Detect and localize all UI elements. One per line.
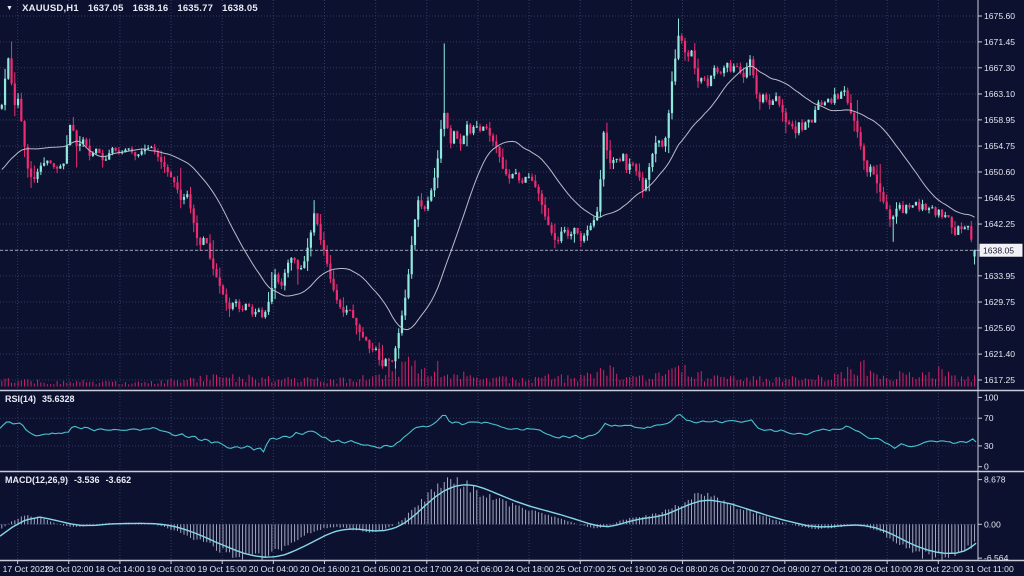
svg-text:21 Oct 05:00: 21 Oct 05:00	[351, 564, 400, 574]
svg-text:21 Oct 17:00: 21 Oct 17:00	[402, 564, 451, 574]
svg-text:24 Oct 18:00: 24 Oct 18:00	[504, 564, 553, 574]
symbol-period-label: XAUUSD,H1	[22, 3, 79, 14]
rsi-indicator-label: RSI(14) 35.6328	[5, 394, 75, 404]
svg-text:1621.40: 1621.40	[984, 349, 1015, 359]
svg-text:1646.45: 1646.45	[984, 193, 1015, 203]
svg-text:26 Oct 20:00: 26 Oct 20:00	[709, 564, 758, 574]
svg-text:1642.25: 1642.25	[984, 219, 1015, 229]
ohlc-close: 1638.05	[222, 3, 258, 14]
svg-text:8.678: 8.678	[984, 475, 1006, 485]
rsi-line	[0, 413, 977, 453]
macd-indicator-label: MACD(12,26,9) -3.536 -3.662	[5, 475, 131, 485]
ohlc-low: 1635.77	[177, 3, 214, 14]
svg-text:30: 30	[984, 441, 994, 451]
svg-text:1654.75: 1654.75	[984, 141, 1015, 151]
svg-text:1638.05: 1638.05	[983, 245, 1014, 255]
svg-text:20 Oct 16:00: 20 Oct 16:00	[300, 564, 349, 574]
svg-text:26 Oct 08:00: 26 Oct 08:00	[658, 564, 707, 574]
volume-bars	[1, 356, 976, 387]
svg-text:27 Oct 21:00: 27 Oct 21:00	[811, 564, 860, 574]
svg-text:28 Oct 10:00: 28 Oct 10:00	[863, 564, 912, 574]
svg-text:1617.25: 1617.25	[984, 375, 1015, 385]
svg-text:1675.60: 1675.60	[984, 11, 1015, 21]
svg-text:24 Oct 06:00: 24 Oct 06:00	[453, 564, 502, 574]
svg-text:0: 0	[984, 462, 989, 472]
svg-text:25 Oct 19:00: 25 Oct 19:00	[607, 564, 656, 574]
svg-text:1671.45: 1671.45	[984, 37, 1015, 47]
svg-text:0.00: 0.00	[984, 519, 1001, 529]
macd-histogram	[1, 477, 976, 560]
svg-text:25 Oct 07:00: 25 Oct 07:00	[556, 564, 605, 574]
macd-name: MACD(12,26,9)	[5, 475, 69, 485]
svg-text:1650.60: 1650.60	[984, 167, 1015, 177]
svg-text:1667.30: 1667.30	[984, 63, 1015, 73]
candlesticks	[0, 18, 976, 378]
grid-lines	[0, 0, 978, 561]
svg-text:-6.564: -6.564	[984, 553, 1009, 563]
svg-text:19 Oct 03:00: 19 Oct 03:00	[146, 564, 195, 574]
svg-text:1625.60: 1625.60	[984, 323, 1015, 333]
macd-signal-value: -3.662	[105, 475, 132, 485]
svg-text:31 Oct 11:00: 31 Oct 11:00	[965, 564, 1014, 574]
macd-main-value: -3.536	[74, 475, 100, 485]
svg-text:18 Oct 14:00: 18 Oct 14:00	[95, 564, 144, 574]
ohlc-high: 1638.16	[132, 3, 169, 14]
svg-text:1658.95: 1658.95	[984, 115, 1015, 125]
rsi-value: 35.6328	[42, 394, 75, 404]
panel-separators[interactable]	[0, 389, 1024, 562]
symbol-dropdown-icon[interactable]: ▼	[6, 5, 14, 12]
svg-text:1663.10: 1663.10	[984, 89, 1015, 99]
svg-text:27 Oct 09:00: 27 Oct 09:00	[760, 564, 809, 574]
symbol-info: ▼ XAUUSD,H1 1637.05 1638.16 1635.77 1638…	[6, 3, 258, 14]
svg-text:1633.95: 1633.95	[984, 271, 1015, 281]
svg-text:28 Oct 22:00: 28 Oct 22:00	[914, 564, 963, 574]
moving-average-line	[1, 65, 975, 331]
svg-text:19 Oct 15:00: 19 Oct 15:00	[198, 564, 247, 574]
svg-text:17 Oct 2022: 17 Oct 2022	[3, 564, 50, 574]
price-axis: 1675.60 1671.45 1667.30 1663.10 1658.95 1654.…	[978, 11, 1023, 563]
rsi-name: RSI(14)	[5, 394, 37, 404]
svg-text:70: 70	[984, 413, 994, 423]
current-price-tag	[979, 243, 1023, 257]
ohlc-open: 1637.05	[87, 3, 124, 14]
svg-text:20 Oct 04:00: 20 Oct 04:00	[249, 564, 298, 574]
svg-text:1629.75: 1629.75	[984, 297, 1015, 307]
macd-signal-line	[0, 484, 977, 558]
svg-text:18 Oct 02:00: 18 Oct 02:00	[44, 564, 93, 574]
svg-text:100: 100	[984, 392, 999, 402]
